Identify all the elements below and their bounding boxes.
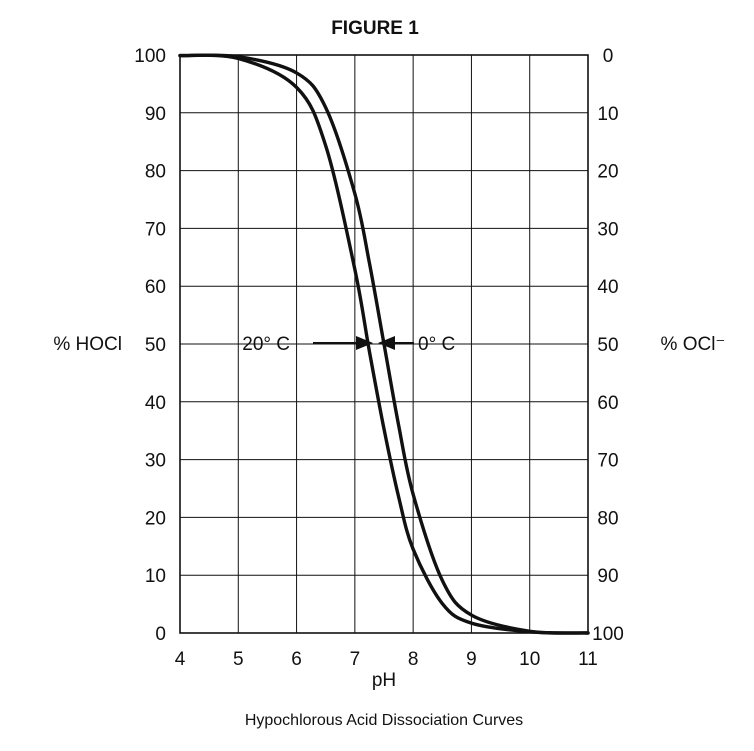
chart-caption: Hypochlorous Acid Dissociation Curves: [245, 712, 523, 729]
y-left-tick-label: 70: [145, 219, 166, 240]
y-axis-left-label: % HOCl: [53, 334, 122, 355]
y-left-tick-label: 10: [145, 566, 166, 587]
x-tick-label: 7: [350, 649, 361, 670]
plot-frame: [179, 54, 589, 634]
y-right-tick-label: 100: [592, 624, 624, 645]
annotation-0c-label: 0° C: [418, 334, 455, 355]
y-left-tick-label: 30: [145, 451, 166, 472]
y-left-tick-label: 40: [145, 393, 166, 414]
x-tick-label: 11: [578, 649, 598, 670]
x-axis-ticks: 4 5 6 7 8 9 10 11: [175, 649, 598, 670]
y-right-tick-label: 20: [597, 162, 618, 183]
x-tick-label: 4: [175, 649, 186, 670]
y-axis-right-label: % OCl⁻: [661, 334, 726, 355]
y-right-tick-label: 80: [597, 508, 618, 529]
x-tick-label: 6: [291, 649, 302, 670]
annotation-20c-arrowhead: [356, 336, 373, 350]
y-left-tick-label: 80: [145, 162, 166, 183]
y-left-tick-label: 90: [145, 104, 166, 125]
y-axis-left-ticks: 0 10 20 30 40 50 60 70 80 90 100: [134, 46, 166, 645]
annotation-20c: 20° C: [242, 334, 373, 355]
y-right-tick-label: 60: [597, 393, 618, 414]
x-tick-label: 9: [466, 649, 477, 670]
annotation-0c-arrowhead: [378, 336, 395, 350]
x-tick-label: 10: [519, 649, 540, 670]
x-axis-label: pH: [372, 670, 396, 691]
y-right-tick-label: 90: [597, 566, 618, 587]
chart-title: FIGURE 1: [331, 18, 419, 39]
y-right-tick-label: 70: [597, 451, 618, 472]
y-right-tick-label: 40: [597, 277, 618, 298]
y-right-tick-label: 10: [597, 104, 618, 125]
annotation-20c-label: 20° C: [242, 334, 290, 355]
y-left-tick-label: 0: [155, 624, 166, 645]
series-line-20c: [178, 53, 590, 635]
y-left-tick-label: 20: [145, 508, 166, 529]
y-left-tick-label: 50: [145, 335, 166, 356]
x-tick-label: 8: [408, 649, 419, 670]
y-left-tick-label: 100: [134, 46, 166, 67]
y-right-tick-label: 50: [597, 335, 618, 356]
y-right-tick-label: 30: [597, 219, 618, 240]
x-tick-label: 5: [233, 649, 244, 670]
annotation-0c: 0° C: [378, 334, 455, 355]
y-left-tick-label: 60: [145, 277, 166, 298]
y-right-tick-label: 0: [603, 46, 614, 67]
